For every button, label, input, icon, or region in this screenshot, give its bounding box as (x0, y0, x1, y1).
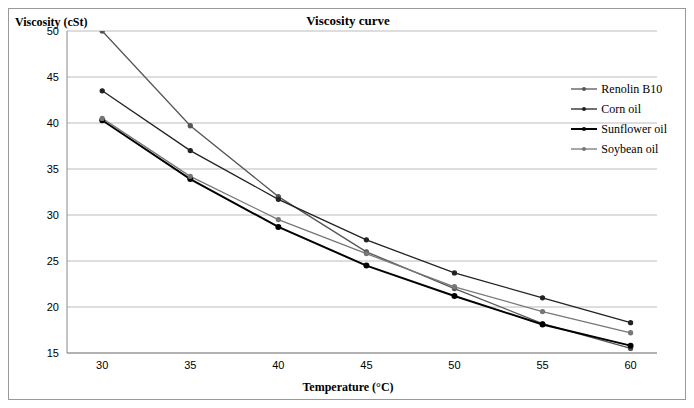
svg-text:40: 40 (272, 359, 284, 371)
svg-text:30: 30 (96, 359, 108, 371)
svg-text:45: 45 (47, 71, 59, 83)
svg-text:15: 15 (47, 347, 59, 359)
svg-text:40: 40 (47, 117, 59, 129)
svg-text:45: 45 (360, 359, 372, 371)
svg-text:50: 50 (47, 25, 59, 37)
svg-text:50: 50 (448, 359, 460, 371)
svg-text:35: 35 (184, 359, 196, 371)
svg-text:60: 60 (624, 359, 636, 371)
svg-text:30: 30 (47, 209, 59, 221)
svg-text:25: 25 (47, 255, 59, 267)
svg-text:20: 20 (47, 301, 59, 313)
svg-text:35: 35 (47, 163, 59, 175)
svg-text:55: 55 (536, 359, 548, 371)
